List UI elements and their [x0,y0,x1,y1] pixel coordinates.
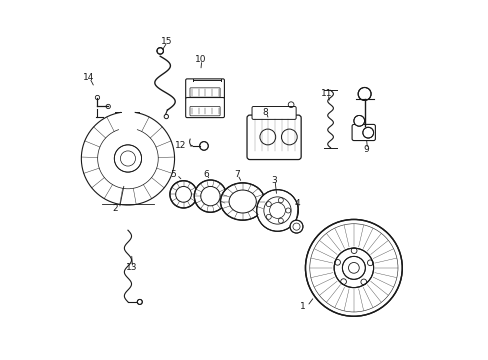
Circle shape [256,190,298,231]
Circle shape [199,141,208,150]
Text: 1: 1 [300,302,305,311]
Circle shape [281,129,297,145]
Circle shape [157,48,163,54]
Circle shape [357,87,370,100]
Circle shape [289,220,303,233]
Text: 10: 10 [195,55,206,64]
Text: 8: 8 [262,108,267,117]
Circle shape [305,220,402,316]
Circle shape [169,181,197,208]
FancyBboxPatch shape [190,107,220,116]
Text: 4: 4 [294,199,300,208]
Ellipse shape [220,183,264,220]
Text: 11: 11 [321,89,332,98]
Text: 6: 6 [203,170,208,179]
Circle shape [137,300,142,305]
Circle shape [353,116,364,126]
Text: 7: 7 [233,170,239,179]
Circle shape [260,129,275,145]
Circle shape [114,145,142,172]
Text: 2: 2 [112,204,118,213]
Text: 14: 14 [82,73,94,82]
Text: 12: 12 [175,141,186,150]
Circle shape [362,127,373,138]
FancyBboxPatch shape [251,107,296,120]
FancyBboxPatch shape [185,98,224,118]
Circle shape [333,248,373,288]
Text: 5: 5 [169,170,175,179]
FancyBboxPatch shape [246,115,301,159]
FancyBboxPatch shape [185,79,224,99]
Text: 13: 13 [125,264,137,273]
Circle shape [342,256,365,279]
FancyBboxPatch shape [351,125,375,140]
Text: 9: 9 [363,145,368,154]
Circle shape [194,180,226,212]
FancyBboxPatch shape [190,88,220,97]
Text: 3: 3 [270,176,276,185]
Text: 15: 15 [160,37,172,46]
